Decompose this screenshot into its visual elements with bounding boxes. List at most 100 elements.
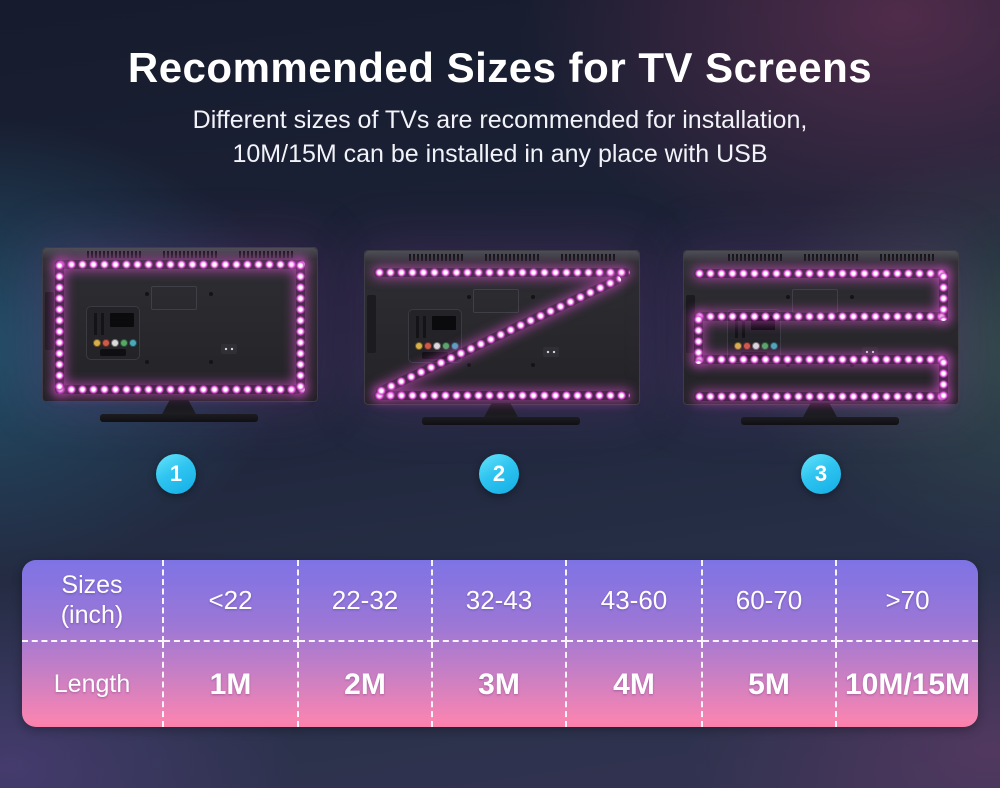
power-socket [221,344,237,354]
rca-port-yellow [93,339,101,347]
hdmi-port [110,313,134,327]
tv-vent-grille [880,254,936,261]
vent-slot [94,313,97,335]
rca-port-green [120,339,128,347]
table-length-3: 3M [433,642,567,727]
led-strip-left [55,260,64,394]
vesa-screw-hole [145,360,149,364]
vesa-mount-plate [151,286,197,310]
tv-vent-grille [728,254,784,261]
vesa-screw-hole [145,292,149,296]
step-badge-2: 2 [479,454,519,494]
tv-vent-grille [409,254,465,261]
tv-vent-grille [485,254,541,261]
table-header-sizes-inch: Sizes (inch) [22,560,164,642]
led-strip-top [55,260,305,269]
tv-stand-neck [483,403,519,419]
rca-port-red [743,342,751,350]
led-strip-top [374,268,630,277]
rca-port-white [433,342,441,350]
rca-port-blue [451,342,459,350]
rca-port-yellow [415,342,423,350]
table-length-5: 5M [703,642,837,727]
rca-port-blue [770,342,778,350]
tv-vent-grille [239,251,295,258]
tv-side-recess [367,295,376,353]
table-header-size-3: 32-43 [433,560,567,642]
vesa-screw-hole [467,363,471,367]
vent-slot [742,316,745,338]
table-header-size-1: <22 [164,560,299,642]
tv-stand-neck [161,400,197,416]
led-strip-bottom [374,391,630,400]
tv-vent-grille [804,254,860,261]
vesa-screw-hole [467,295,471,299]
io-connector-panel [86,306,140,360]
vga-port [422,352,448,359]
tv-back-panel [683,250,959,405]
table-header-size-5: 60-70 [703,560,837,642]
step-badge-1: 1 [156,454,196,494]
led-strip-row-2 [694,312,948,321]
tv-vent-grille [561,254,617,261]
led-strip-connector-right-upper [939,271,948,321]
led-strip-row-3 [694,355,948,364]
step-number: 1 [169,461,183,486]
table-header-size-6: >70 [837,560,978,642]
vent-slot [735,316,738,338]
vesa-screw-hole [786,363,790,367]
vent-slot [101,313,104,335]
table-row-label-length: Length [22,642,164,727]
led-strip-row-4 [694,392,948,401]
subtitle-line-1: Different sizes of TVs are recommended f… [192,106,808,134]
vesa-mount-plate [792,289,838,313]
tv-diagram-2-z-shape [364,250,640,425]
step-number: 2 [492,461,506,486]
tv-stand-base [422,417,580,425]
vesa-screw-hole [531,363,535,367]
vesa-screw-hole [531,295,535,299]
power-socket [862,347,878,357]
tv-back-panel [364,250,640,405]
vga-port [100,349,126,356]
rca-port-red [102,339,110,347]
table-length-4: 4M [567,642,703,727]
rca-port-white [111,339,119,347]
step-number: 3 [814,461,828,486]
sizes-inch-label: Sizes (inch) [60,570,124,630]
led-strip-connector-left [694,314,703,364]
vesa-screw-hole [209,292,213,296]
vesa-screw-hole [850,363,854,367]
rca-port-white [752,342,760,350]
table-length-6: 10M/15M [844,667,971,701]
led-strip-row-1 [694,269,948,278]
table-header-size-4: 43-60 [567,560,703,642]
step-badge-3: 3 [801,454,841,494]
page-title: Recommended Sizes for TV Screens [127,44,873,91]
led-strip-right [296,260,305,394]
vent-slot [423,316,426,338]
tv-diagram-1-perimeter [42,247,318,422]
power-socket [543,347,559,357]
led-strip-bottom [55,385,305,394]
rca-port-yellow [734,342,742,350]
rca-port-red [424,342,432,350]
tv-stand-neck [802,403,838,419]
table-header-size-2: 22-32 [299,560,433,642]
tv-stand-base [100,414,258,422]
tv-side-recess [686,295,695,353]
size-table: Sizes (inch) <22 22-32 32-43 43-60 60-70… [22,560,978,727]
hdmi-port [432,316,456,330]
tv-vent-grille [87,251,143,258]
vesa-mount-plate [473,289,519,313]
table-length-1: 1M [164,642,299,727]
rca-port-blue [129,339,137,347]
vesa-screw-hole [786,295,790,299]
vesa-screw-hole [850,295,854,299]
tv-diagram-3-serpentine [683,250,959,425]
rca-port-green [761,342,769,350]
vent-slot [416,316,419,338]
tv-side-recess [45,292,54,350]
rca-port-green [442,342,450,350]
